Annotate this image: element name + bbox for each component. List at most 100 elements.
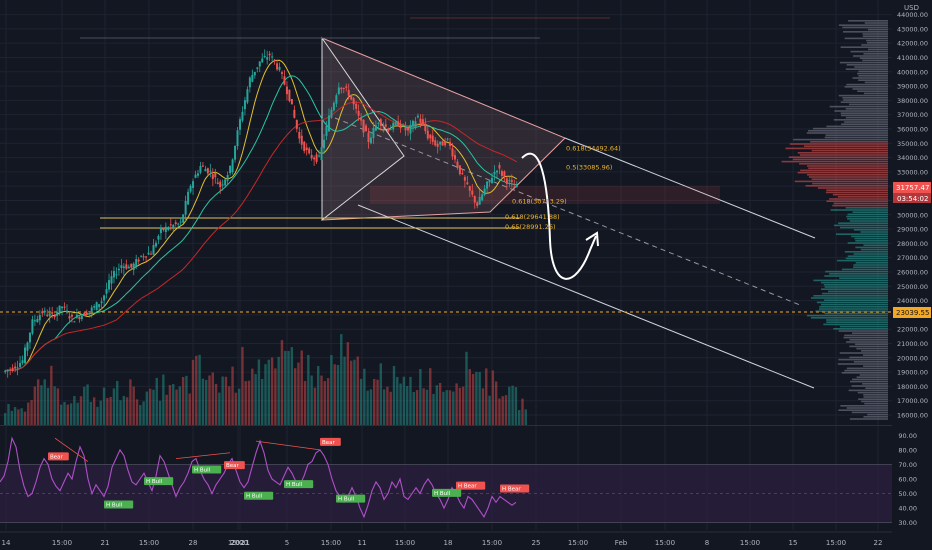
volume-bar [46,387,50,425]
projection-arrow-path[interactable] [521,152,597,280]
volume-profile-bar [846,341,888,343]
volume-bar [76,402,79,425]
candle [182,213,185,224]
volume-bar [300,350,303,425]
candle [21,355,24,366]
candle [150,250,153,255]
volume-profile-bar [848,20,888,22]
candle [140,255,143,258]
volume-bar [178,386,182,425]
candle [337,82,340,96]
volume-profile-bar [810,297,888,299]
candle [377,121,380,130]
svg-text:Bear: Bear [226,463,240,469]
candle [404,121,407,136]
volume-bar [336,364,340,425]
volume-bar [155,377,158,425]
volume-profile-bar [863,244,888,246]
volume-profile-bar [864,81,888,84]
volume-profile-bar [844,121,888,123]
volume-profile-bar [857,72,888,75]
volume-bar [419,368,422,425]
volume-profile-bar [824,299,888,301]
candle [310,149,313,161]
candle [117,263,120,276]
volume-bar [241,346,244,425]
volume-bar [455,383,458,425]
candle [80,314,83,322]
candle [211,168,214,187]
volume-profile-bar [861,350,888,352]
time-tick-label: 15 [789,539,798,547]
volume-profile-bar [861,44,888,46]
volume-profile-bar [838,409,888,411]
rsi-axis[interactable]: 30.00 40.00 50.00 60.00 70.00 80.00 90.00 [898,432,917,527]
volume-bar [148,388,152,425]
candle [453,150,456,164]
volume-bar [369,389,373,425]
volume-bar [231,366,234,425]
candle [327,108,330,132]
candle [85,309,88,316]
channel-mid-dashed[interactable] [334,117,801,306]
candle [241,106,244,123]
volume-bar [4,413,7,425]
volume-bar [122,396,126,425]
volume-bar [204,379,208,425]
volume-profile-bar [835,233,888,235]
volume-profile-bar [844,37,888,40]
volume-bar [412,392,415,425]
candle [409,120,412,141]
volume-bar [221,376,224,425]
candle [488,179,491,187]
volume-profile-bar [846,83,888,86]
volume-profile-bar [853,264,888,266]
candle [352,96,355,110]
time-tick-label: 21 [101,539,110,547]
price-axis[interactable]: 16000.00 17000.00 18000.00 19000.00 20000.00… [897,11,928,419]
candle [19,356,22,369]
price-tick-label: 21000.00 [897,340,928,348]
candle [201,162,204,168]
candle [295,119,298,133]
volume-profile-bar [797,152,888,154]
volume-profile-bar [845,257,888,260]
time-tick-label: 15:00 [321,539,341,547]
volume-profile-bar [826,319,888,321]
volume-bar [429,368,432,425]
volume-profile-bar [832,193,888,196]
volume-bar [323,381,327,425]
channel-upper-line[interactable] [564,137,816,239]
volume-profile-bar [797,171,888,174]
candle [424,117,427,135]
candle [397,115,400,127]
volume-bar [290,347,294,425]
volume-bar [218,392,221,425]
candle [100,297,103,310]
volume-profile-bar [781,160,888,163]
volume-bar [284,350,287,425]
channel-lower-line[interactable] [357,204,815,389]
rsi-panel[interactable]: Bear H Bull H Bull H Bull Bear H Bull H Bull Be… [0,436,892,524]
candle [360,113,363,126]
volume-bar [340,334,343,425]
candle [402,123,405,128]
volume-profile-bar [859,374,888,376]
volume-bar [185,375,188,425]
candle [130,263,133,271]
candle [63,302,66,311]
red-zone[interactable] [370,186,720,204]
volume-profile-bar [826,200,888,202]
volume-bar [471,374,475,425]
price-tick-label: 39000.00 [897,83,928,91]
volume-bar [386,386,389,425]
volume-bar [254,374,257,425]
bull-signal-label: H Bull [104,500,134,509]
volume-profile-bar [794,180,888,183]
svg-text:Bear: Bear [50,454,64,460]
volume-bar [330,355,333,425]
volume-profile-bar [862,33,888,35]
candle [394,120,397,127]
